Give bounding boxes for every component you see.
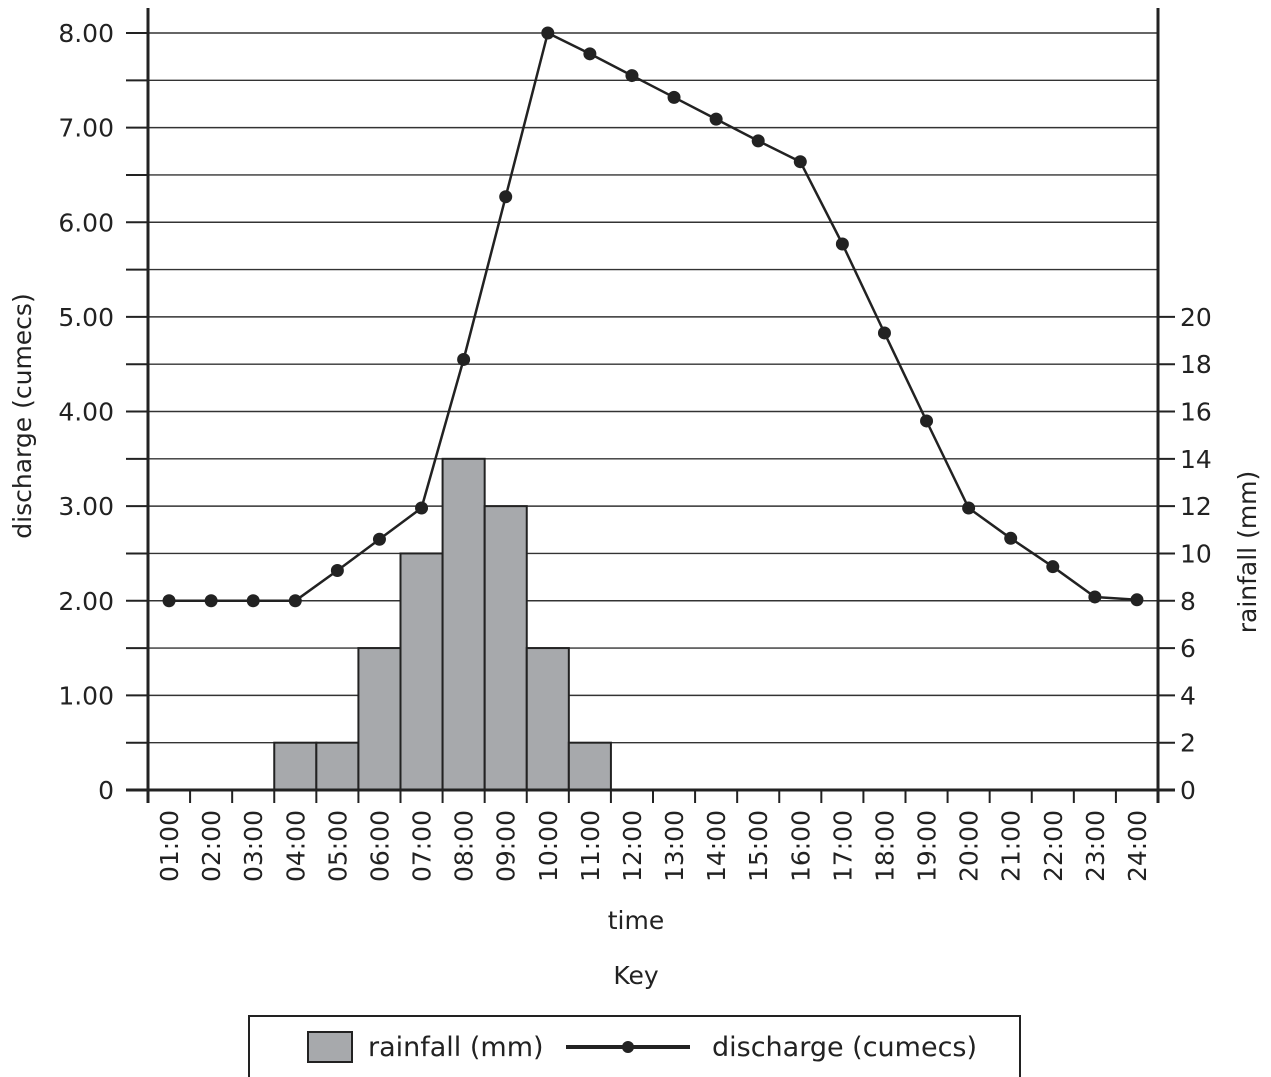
- discharge-point: [162, 594, 176, 608]
- rainfall-bar: [399, 552, 444, 791]
- discharge-point: [751, 134, 765, 148]
- left-axis-title: discharge (cumecs): [8, 293, 37, 538]
- discharge-point: [288, 594, 302, 608]
- right-tick-label: 14: [1180, 445, 1212, 474]
- x-tick-label: 05:00: [323, 810, 352, 882]
- x-tick-label: 02:00: [197, 810, 226, 882]
- discharge-line: [162, 26, 1144, 608]
- right-tick-label: 20: [1180, 303, 1212, 332]
- x-tick-label: 15:00: [744, 810, 773, 882]
- discharge-polyline: [169, 31, 1138, 603]
- x-tick-label: 04:00: [281, 810, 310, 882]
- discharge-point: [457, 352, 471, 366]
- discharge-point: [330, 563, 344, 577]
- legend-key-title: Key: [613, 961, 659, 990]
- legend-rainfall-label: rainfall (mm): [368, 1032, 544, 1063]
- discharge-point: [372, 532, 386, 546]
- discharge-point: [920, 414, 934, 428]
- x-tick-label: 12:00: [618, 810, 647, 882]
- discharge-point: [625, 69, 639, 83]
- discharge-point: [835, 237, 849, 251]
- x-axis-title: time: [608, 906, 664, 935]
- x-tick-label: 13:00: [660, 810, 689, 882]
- left-tick-label: 3.00: [58, 492, 114, 521]
- x-tick-label: 09:00: [492, 810, 521, 882]
- right-tick-label: 18: [1180, 350, 1212, 379]
- right-tick-label: 16: [1180, 398, 1212, 427]
- left-tick-label: 2.00: [58, 587, 114, 616]
- left-tick-label: 8.00: [58, 19, 114, 48]
- right-tick-label: 2: [1180, 729, 1196, 758]
- discharge-point: [793, 155, 807, 169]
- legend-box: rainfall (mm) discharge (cumecs): [248, 1015, 1021, 1077]
- x-tick-label: 19:00: [913, 810, 942, 882]
- right-tick-label: 4: [1180, 681, 1196, 710]
- discharge-point: [541, 26, 555, 40]
- discharge-point: [877, 326, 891, 340]
- x-tick-label: 01:00: [155, 810, 184, 882]
- x-tick-label: 10:00: [534, 810, 563, 882]
- discharge-point: [667, 90, 681, 104]
- discharge-point: [246, 594, 260, 608]
- right-tick-label: 0: [1180, 776, 1196, 805]
- rainfall-bar: [273, 741, 318, 791]
- discharge-point: [204, 594, 218, 608]
- x-tick-label: 06:00: [365, 810, 394, 882]
- rainfall-bar: [357, 647, 402, 791]
- x-tick-label: 23:00: [1081, 810, 1110, 882]
- discharge-point: [583, 47, 597, 61]
- x-axis-ticks: 01:00 02:00 03:00 04:00 05:00 06:00 07:00 08:00…: [147, 790, 1159, 882]
- x-tick-label: 18:00: [870, 810, 899, 882]
- right-tick-label: 8: [1180, 587, 1196, 616]
- x-tick-label: 07:00: [408, 810, 437, 882]
- left-tick-label: 4.00: [58, 398, 114, 427]
- right-tick-label: 12: [1180, 492, 1212, 521]
- legend-discharge-label: discharge (cumecs): [712, 1032, 977, 1063]
- discharge-point: [1046, 560, 1060, 574]
- left-tick-label: 0: [98, 776, 114, 805]
- rainfall-bar: [483, 505, 528, 791]
- x-tick-label: 22:00: [1039, 810, 1068, 882]
- rainfall-bar: [315, 741, 360, 791]
- x-tick-label: 03:00: [239, 810, 268, 882]
- legend-discharge-marker: [622, 1041, 634, 1053]
- x-tick-label: 24:00: [1123, 810, 1152, 882]
- x-tick-label: 16:00: [786, 810, 815, 882]
- axes: [126, 8, 1175, 803]
- discharge-point: [1088, 590, 1102, 604]
- left-axis-ticks: 0 1.00 2.00 3.00 4.00 5.00 6.00 7.00 8.00: [58, 19, 148, 805]
- x-tick-label: 21:00: [997, 810, 1026, 882]
- discharge-point: [962, 501, 976, 515]
- left-tick-label: 5.00: [58, 303, 114, 332]
- right-tick-label: 10: [1180, 539, 1212, 568]
- discharge-point: [499, 190, 513, 204]
- x-tick-label: 20:00: [955, 810, 984, 882]
- discharge-point: [1130, 593, 1144, 607]
- right-tick-label: 6: [1180, 634, 1196, 663]
- legend-rainfall-swatch: [307, 1031, 353, 1063]
- rainfall-bar: [567, 741, 612, 791]
- left-tick-label: 6.00: [58, 208, 114, 237]
- left-tick-label: 7.00: [58, 114, 114, 143]
- x-tick-label: 14:00: [702, 810, 731, 882]
- discharge-point: [415, 501, 429, 515]
- rainfall-bar: [525, 647, 570, 791]
- right-axis-title: rainfall (mm): [1233, 471, 1262, 634]
- x-tick-label: 11:00: [576, 810, 605, 882]
- rainfall-bars: [273, 457, 612, 791]
- rainfall-bar: [441, 457, 486, 791]
- gridlines: [148, 32, 1158, 744]
- discharge-point: [709, 112, 723, 126]
- right-axis-ticks: 0 2 4 6 8 10 12 14 16 18 20: [1158, 303, 1212, 805]
- x-tick-label: 17:00: [828, 810, 857, 882]
- left-tick-label: 1.00: [58, 681, 114, 710]
- discharge-point: [1004, 531, 1018, 545]
- x-tick-label: 08:00: [450, 810, 479, 882]
